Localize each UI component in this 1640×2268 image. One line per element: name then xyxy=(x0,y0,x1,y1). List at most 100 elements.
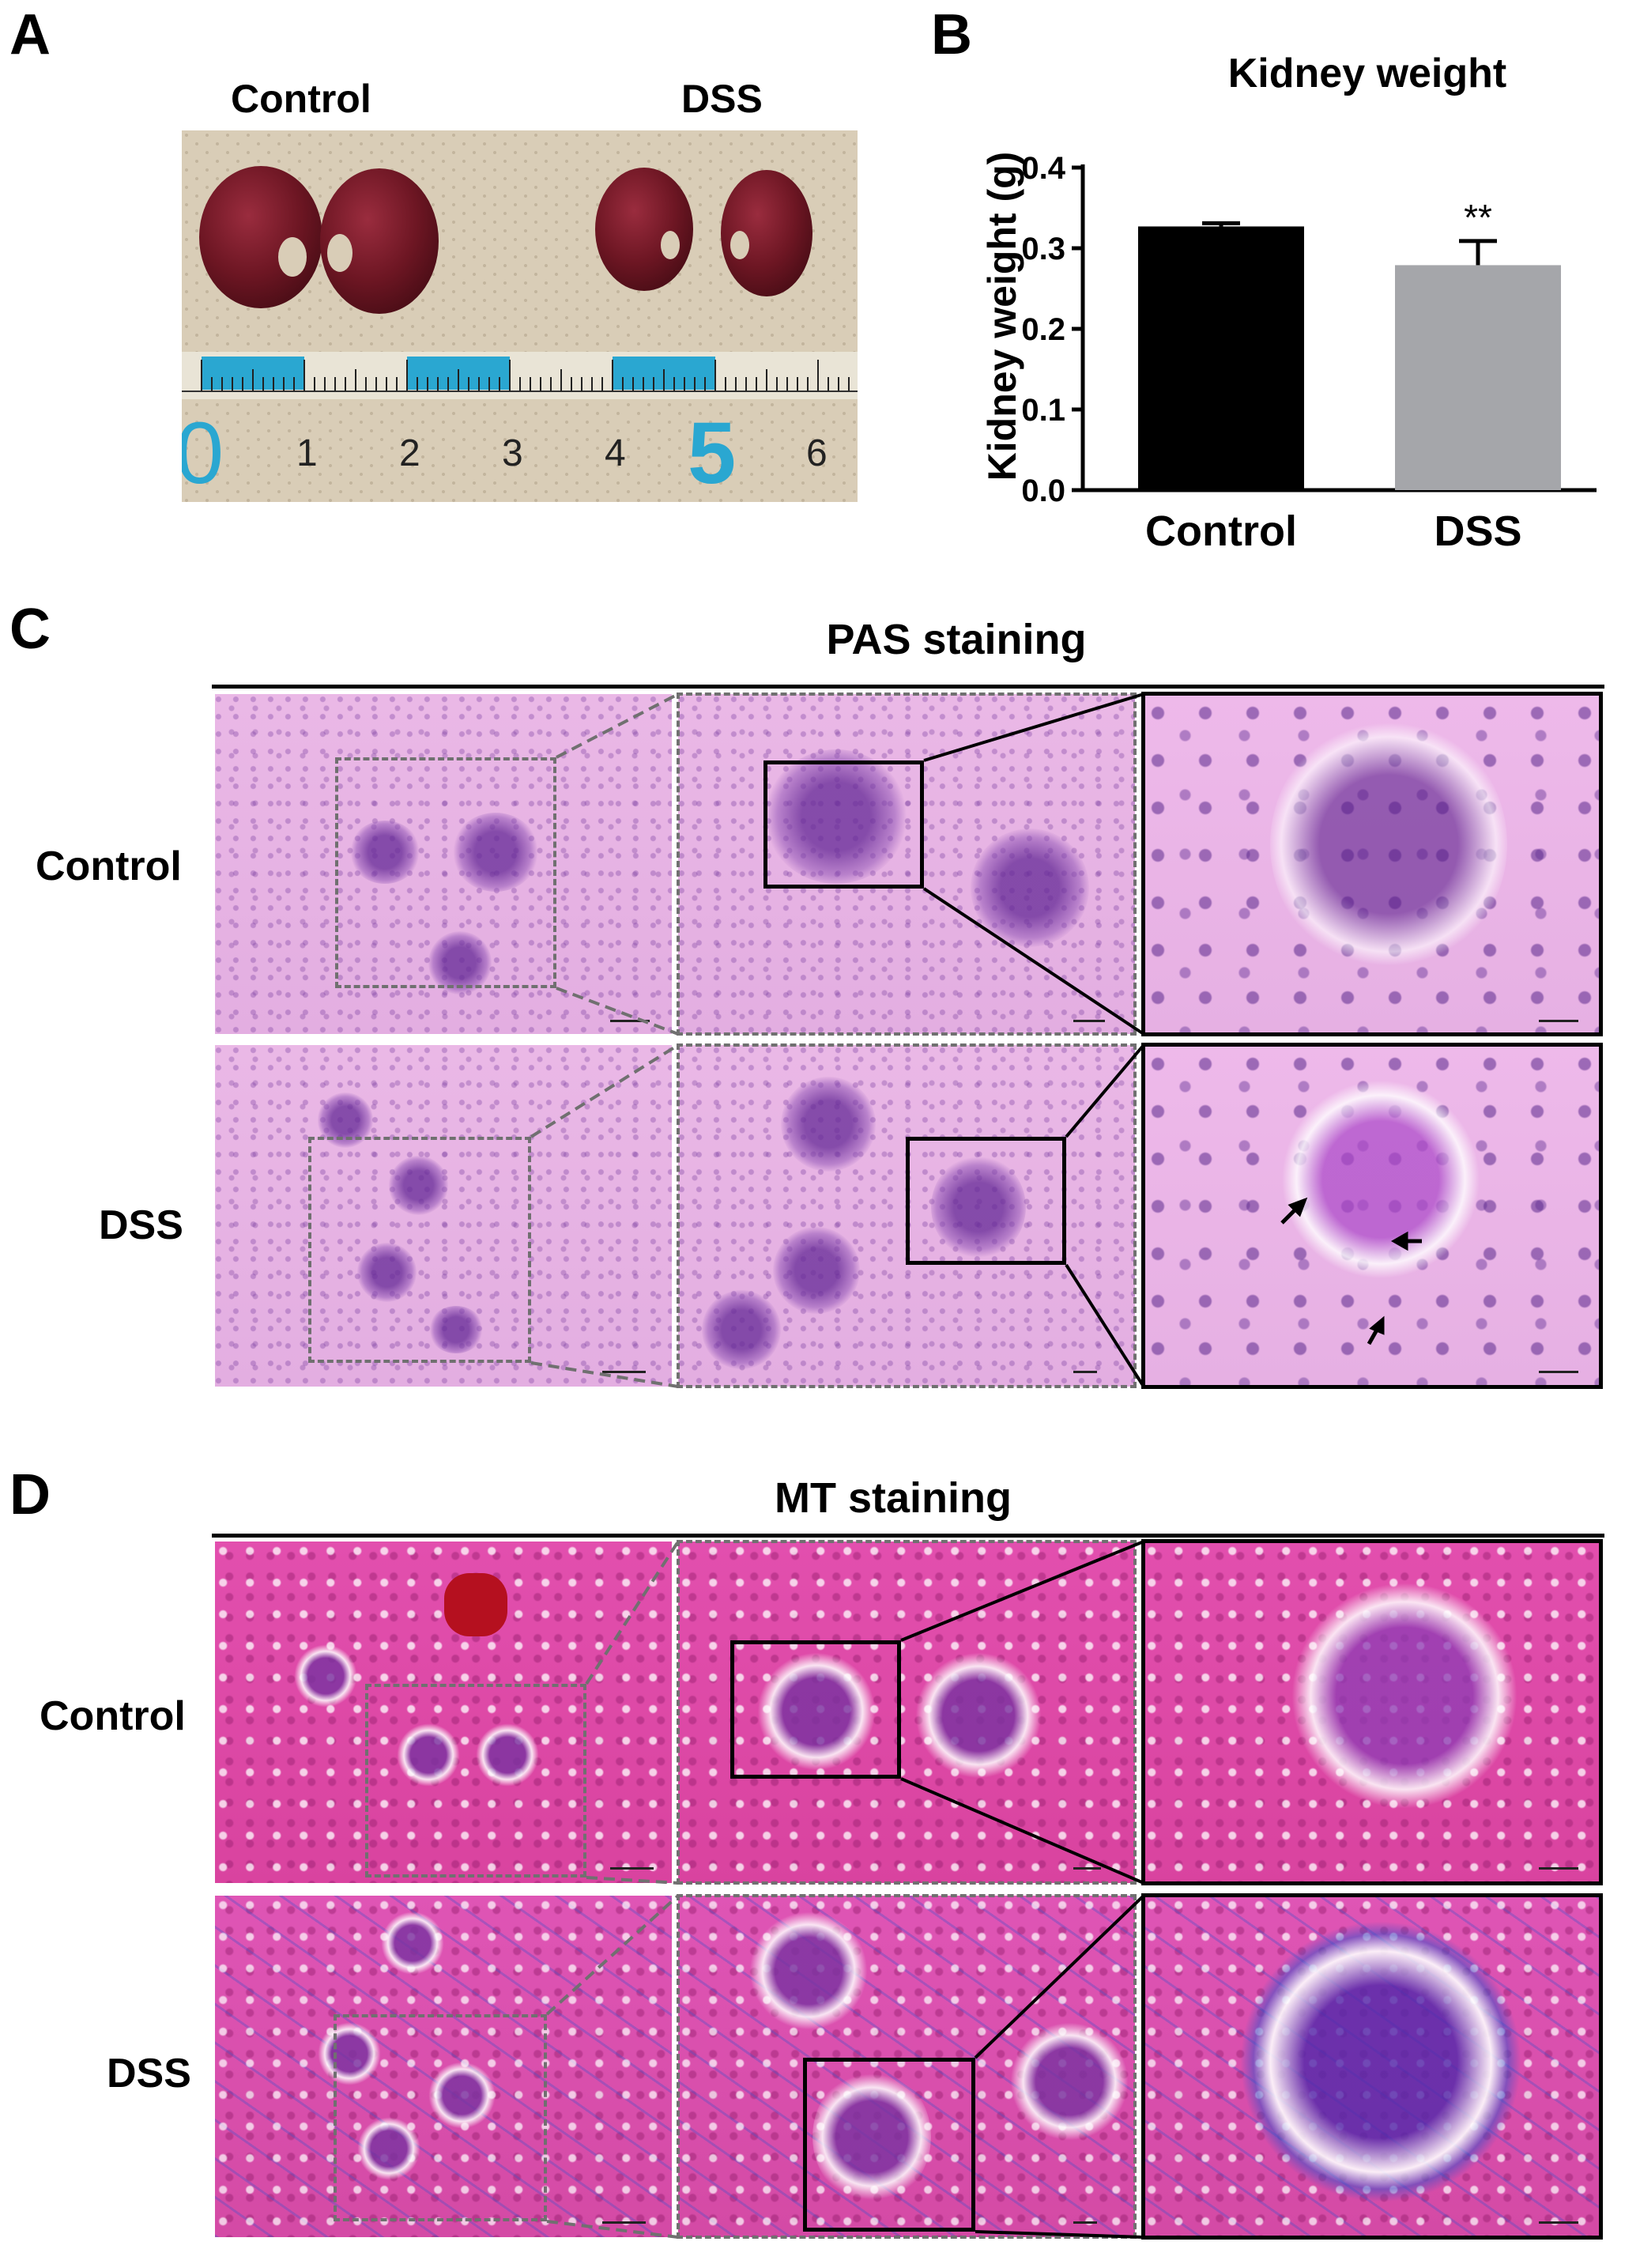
kidney-photo-drawing xyxy=(182,130,858,502)
zoom-region-box xyxy=(335,757,556,988)
panel-d-rule xyxy=(212,1534,1604,1538)
pas-dss-zoom xyxy=(1144,1045,1600,1387)
pas-control-zoom xyxy=(1144,694,1600,1034)
significance-marker: ** xyxy=(1464,197,1492,238)
x-tick-label: Control xyxy=(1145,508,1297,553)
scale-bar xyxy=(1539,2221,1578,2224)
blood-vessel xyxy=(444,1573,507,1636)
zoom-region-box xyxy=(365,1684,586,1877)
ruler-number-3: 3 xyxy=(502,432,523,474)
panel-letter-d: D xyxy=(9,1463,51,1526)
ruler-number-6: 6 xyxy=(806,432,828,474)
zoom-region-box xyxy=(308,1137,531,1363)
glomerulus xyxy=(452,813,539,892)
zoom-region-box xyxy=(803,2058,975,2232)
zoom-frame xyxy=(1141,1043,1603,1389)
panel-c-row-label-control: Control xyxy=(36,843,182,889)
y-tick-label: 0.0 xyxy=(1021,474,1065,508)
x-tick-label: DSS xyxy=(1434,508,1521,553)
y-tick-label: 0.1 xyxy=(1021,393,1065,428)
ruler-number-2: 2 xyxy=(399,432,420,474)
mt-dss-zoom xyxy=(1144,1896,1600,2237)
glomerulus xyxy=(749,1911,868,2030)
mid-frame-dashed xyxy=(677,692,1137,1036)
glomerulus xyxy=(812,2070,931,2204)
glomerulus xyxy=(931,1156,1026,1259)
ruler-numbers: 0 1 2 3 4 5 6 xyxy=(182,399,858,502)
glomerulus xyxy=(915,1652,1042,1779)
mid-frame-dashed xyxy=(677,1540,1137,1885)
zoom-region-box xyxy=(334,2014,547,2221)
scale-bar xyxy=(1539,1867,1578,1870)
glomerulus xyxy=(428,931,492,994)
mt-dss-mid xyxy=(678,1896,1135,2237)
ruler-number-0: 0 xyxy=(182,405,224,502)
glomerulus xyxy=(1270,718,1507,971)
scale-bar xyxy=(1073,1371,1097,1373)
zoom-region-box xyxy=(763,760,924,889)
ruler-number-4: 4 xyxy=(605,432,626,474)
scale-bar xyxy=(1539,1371,1578,1373)
ruler-number-1: 1 xyxy=(296,432,318,474)
pas-dss-mid xyxy=(678,1045,1135,1387)
zoom-region-box xyxy=(906,1137,1066,1265)
zoom-frame xyxy=(1141,692,1603,1036)
panel-c-title: PAS staining xyxy=(826,616,1087,663)
chart-title: Kidney weight xyxy=(1228,51,1506,96)
group-label-control: Control xyxy=(231,77,371,121)
glomerulus xyxy=(765,749,907,884)
panel-c-row-label-dss: DSS xyxy=(99,1202,183,1248)
y-tick-label: 0.3 xyxy=(1021,232,1065,266)
glomerulus xyxy=(357,1243,417,1302)
scale-bar xyxy=(602,1371,646,1373)
glomerulus xyxy=(381,1911,444,1975)
mt-control-mid xyxy=(678,1542,1135,1883)
mt-control-zoom xyxy=(1144,1542,1600,1883)
zoom-frame xyxy=(1141,1539,1603,1885)
kidney-dss-2 xyxy=(721,170,812,296)
kidney-control-2 xyxy=(320,168,439,314)
scale-bar xyxy=(610,1020,650,1022)
glomerulus xyxy=(1231,1911,1531,2212)
glomerulus xyxy=(1010,2022,1129,2141)
chart-plot-area: 0.0 0.1 0.2 0.3 0.4 Control DSS ** xyxy=(1021,151,1597,553)
kidney-photo: 0 1 2 3 4 5 6 xyxy=(182,130,858,502)
glomerulus xyxy=(1278,1077,1484,1282)
y-tick-label: 0.4 xyxy=(1021,151,1065,186)
zoom-frame xyxy=(1141,1893,1603,2240)
glomerulus xyxy=(476,1723,539,1787)
glomerulus xyxy=(428,2062,496,2129)
panel-d-row-label-dss: DSS xyxy=(107,2051,191,2096)
panel-d-title: MT staining xyxy=(775,1474,1012,1522)
group-label-dss: DSS xyxy=(681,77,763,121)
glomerulus xyxy=(357,2117,420,2180)
glomerulus xyxy=(773,1227,860,1314)
scale-bar xyxy=(602,2221,646,2224)
ruler-number-5: 5 xyxy=(688,405,737,502)
panel-c-rule xyxy=(212,685,1604,689)
glomerulus xyxy=(318,2022,381,2085)
scale-bar xyxy=(1073,1867,1101,1870)
glomerulus xyxy=(971,828,1089,947)
glomerulus xyxy=(294,1644,357,1708)
panel-d-row-label-control: Control xyxy=(40,1693,186,1739)
scale-bar xyxy=(1073,1020,1105,1022)
panel-letter-c: C xyxy=(9,598,51,661)
panel-letter-b: B xyxy=(931,3,972,66)
glomerulus xyxy=(1286,1573,1523,1818)
glomerulus xyxy=(781,1077,876,1172)
scale-bar xyxy=(1073,2221,1097,2224)
glomerulus xyxy=(702,1290,781,1369)
arrow-markers xyxy=(1280,1197,1422,1345)
bar-control xyxy=(1138,226,1304,490)
glomerulus xyxy=(349,821,420,884)
kidney-weight-chart: Kidney weight Kidney weight (g) 0.00.10.… xyxy=(980,51,1597,553)
mid-frame-dashed xyxy=(677,1043,1137,1388)
glomerulus xyxy=(397,1723,460,1787)
kidney-dss-1 xyxy=(595,168,693,291)
bar-dss xyxy=(1395,265,1561,490)
glomerulus xyxy=(757,1652,876,1771)
y-tick-label: 0.2 xyxy=(1021,312,1065,347)
zoom-region-box xyxy=(730,1640,901,1779)
